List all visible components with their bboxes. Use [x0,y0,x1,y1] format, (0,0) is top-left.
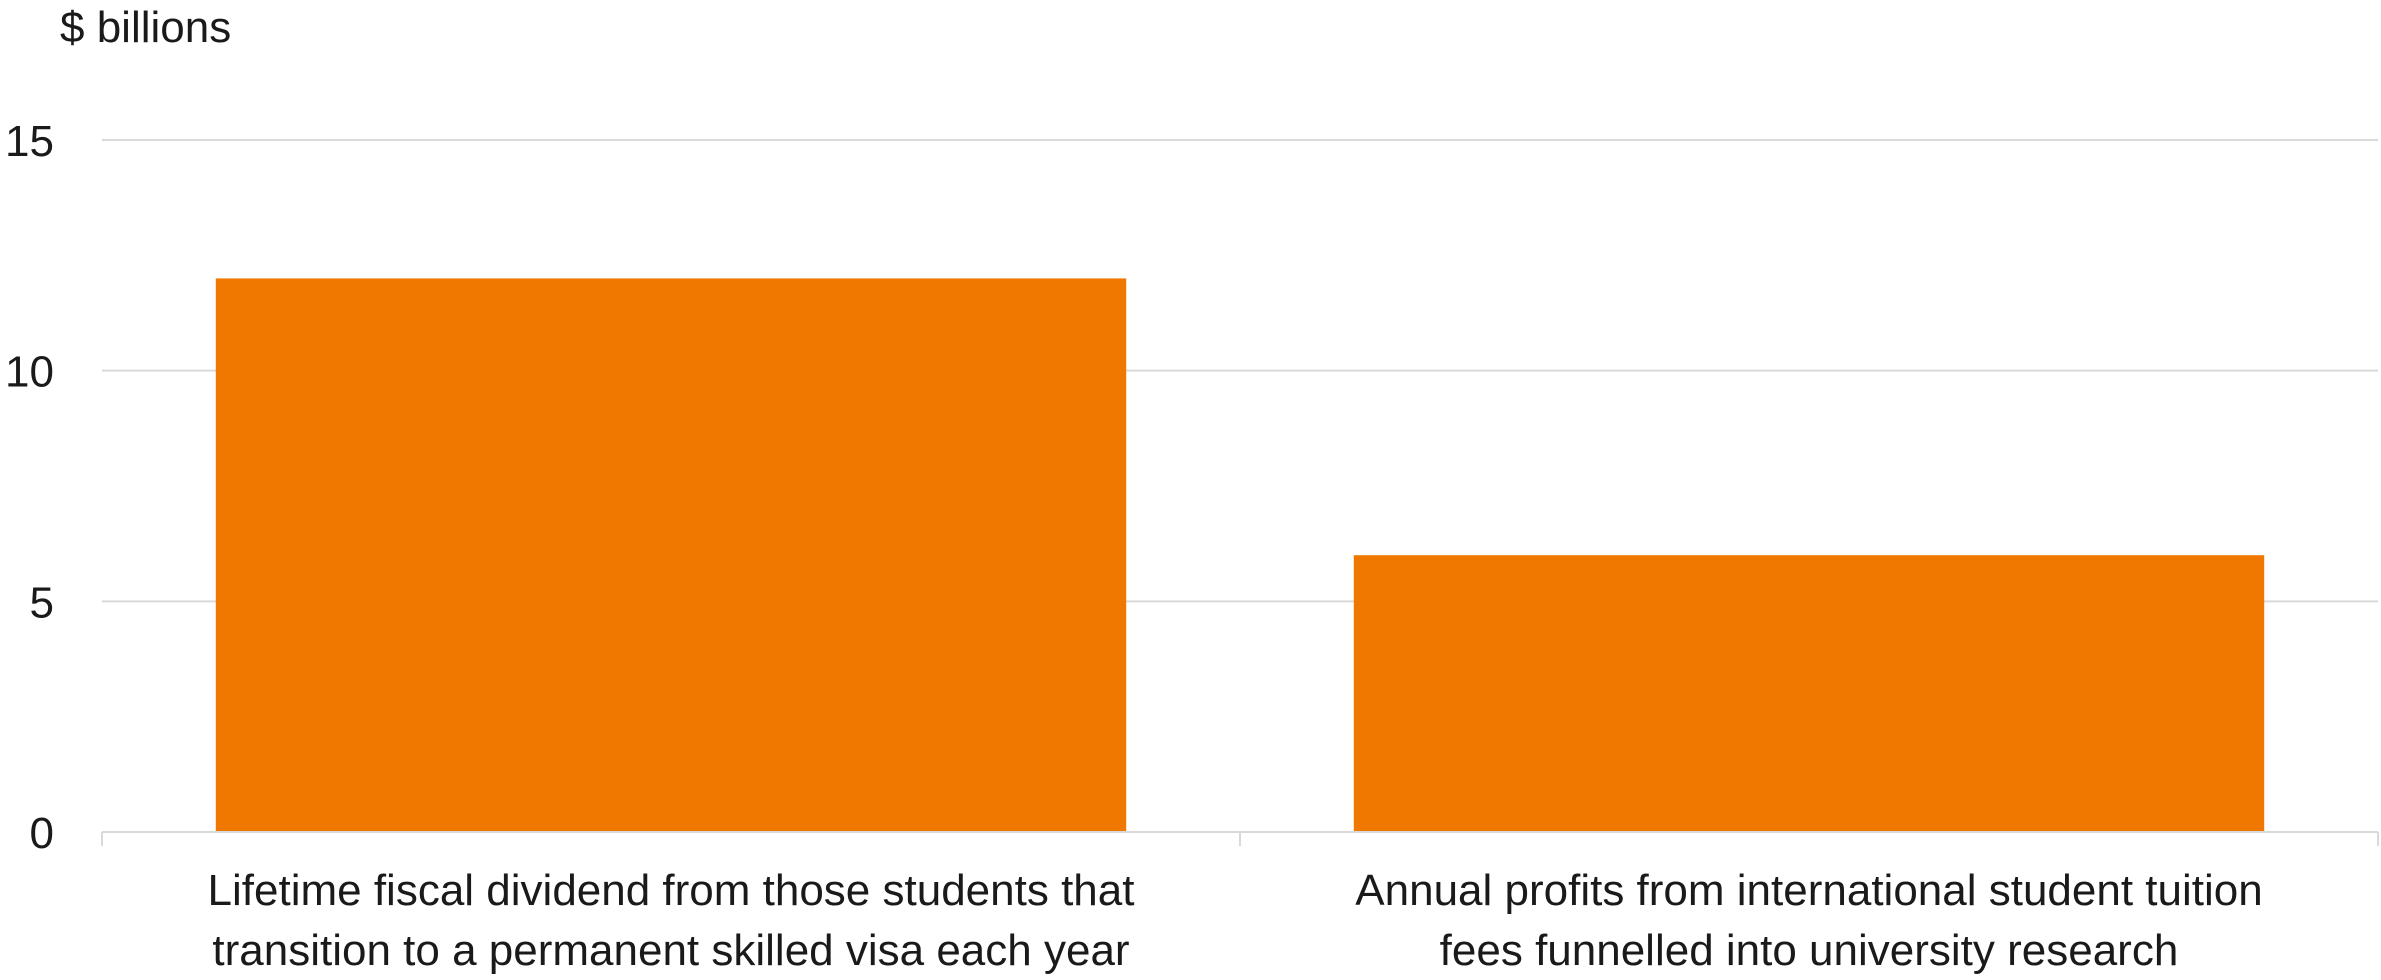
y-tick-label: 15 [5,117,54,166]
bars [215,278,2265,832]
y-tick-label: 10 [5,348,54,397]
y-tick-label: 0 [30,809,54,858]
x-axis [101,831,2379,846]
bar [215,278,1127,832]
x-category-label: Lifetime fiscal dividend from those stud… [208,866,1135,975]
x-category-label-line: transition to a permanent skilled visa e… [212,926,1129,975]
bar [1353,555,2265,832]
x-category-label-line: Lifetime fiscal dividend from those stud… [208,866,1135,915]
x-axis-labels: Lifetime fiscal dividend from those stud… [208,866,2263,975]
x-category-label: Annual profits from international studen… [1355,866,2262,975]
y-axis-ticks: 0 5 10 15 [5,117,54,858]
y-axis-unit-label: $ billions [60,3,231,52]
x-category-label-line: fees funnelled into university research [1440,926,2179,975]
y-tick-label: 5 [30,578,54,627]
x-category-label-line: Annual profits from international studen… [1355,866,2262,915]
